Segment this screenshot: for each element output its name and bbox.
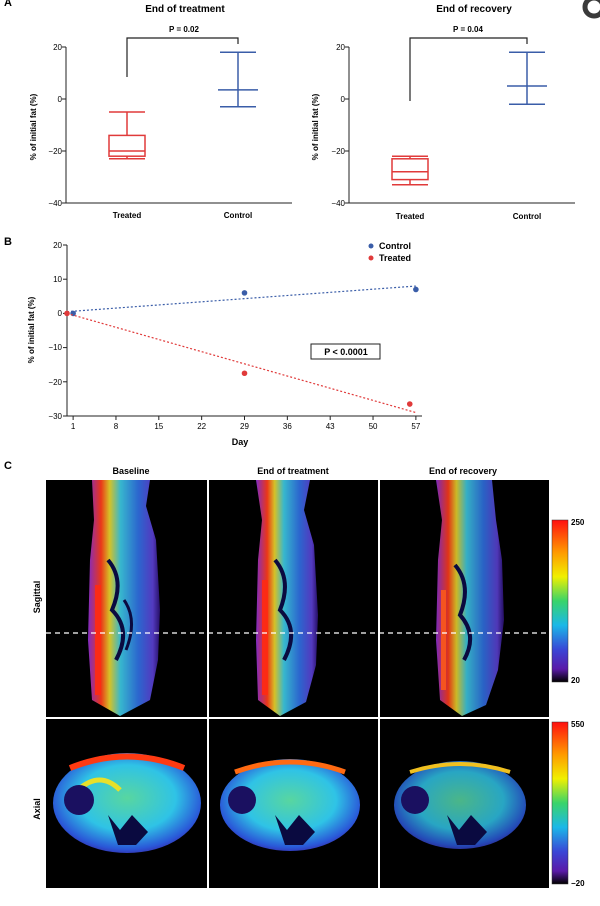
- data-point-control: [241, 290, 248, 296]
- y-tick-label: −40: [48, 199, 62, 208]
- x-axis-label: Day: [232, 437, 249, 447]
- x-tick-label: 29: [240, 422, 249, 431]
- y-axis-label: % of initial fat (%): [27, 296, 36, 363]
- column-title: End of recovery: [429, 466, 497, 476]
- trend-line-treated: [66, 312, 417, 414]
- legend-marker-control: [368, 243, 374, 249]
- x-tick-label: 1: [71, 422, 76, 431]
- data-point-treated: [64, 310, 70, 317]
- x-tick-label: Treated: [396, 212, 425, 221]
- x-tick-label: 57: [411, 422, 420, 431]
- legend-label-control: Control: [379, 241, 411, 251]
- legend-marker-treated: [368, 255, 374, 261]
- scatter-plot-time-course: % of initial fat (%) 20 10 0 −10 −20 −30…: [27, 241, 422, 447]
- panel-c-label: C: [4, 460, 12, 472]
- x-tick-label: 15: [154, 422, 163, 431]
- corner-ring-badge: [570, 0, 600, 26]
- x-tick-label: 50: [369, 422, 378, 431]
- x-tick-label: Control: [224, 211, 252, 220]
- iqr-box: [391, 158, 429, 181]
- y-axis-label: % of initial fat (%): [29, 93, 38, 160]
- sagittal-mri-baseline: [88, 480, 160, 716]
- column-title: Baseline: [112, 466, 149, 476]
- scatter-marks: [63, 244, 419, 417]
- y-tick-label: −20: [331, 147, 345, 156]
- y-axis-label: % of initial fat (%): [311, 93, 320, 160]
- y-tick-label: 20: [53, 241, 62, 250]
- y-tick-label: 0: [58, 95, 63, 104]
- y-tick-label: −40: [331, 199, 345, 208]
- box-plot-marks: [345, 37, 547, 204]
- x-tick-label: 22: [197, 422, 206, 431]
- legend-label-treated: Treated: [379, 253, 411, 263]
- x-tick-label: 43: [326, 422, 335, 431]
- p-value-box: [310, 343, 381, 360]
- x-tick-label: Treated: [113, 211, 142, 220]
- box-plot-end-of-treatment: End of treatment % of initial fat (%) 20…: [29, 4, 292, 220]
- box-plot-marks: [62, 37, 258, 204]
- sagittal-mri-end-of-recovery: [436, 480, 504, 716]
- ring-icon: [582, 0, 600, 19]
- iqr-box: [108, 134, 146, 157]
- box-plot-end-of-recovery: End of recovery % of initial fat (%) 20 …: [311, 4, 575, 221]
- y-tick-label: −20: [48, 378, 62, 387]
- y-tick-label: −10: [48, 343, 62, 352]
- sagittal-scale-max: 250: [571, 518, 585, 527]
- axial-mri-end-of-recovery: [394, 761, 526, 849]
- column-title: End of treatment: [257, 466, 329, 476]
- plot-title: End of recovery: [436, 4, 512, 15]
- plot-title: End of treatment: [145, 4, 225, 15]
- trend-line-control: [66, 285, 416, 313]
- axial-color-scale: [551, 721, 569, 885]
- y-tick-label: 20: [53, 43, 62, 52]
- data-point-treated: [406, 401, 413, 407]
- axial-mri-baseline: [53, 753, 201, 853]
- row-label-sagittal: Sagittal: [32, 581, 42, 614]
- y-tick-label: 0: [58, 309, 63, 318]
- p-value-label: P < 0.0001: [324, 347, 368, 357]
- panel-a-label: A: [4, 0, 12, 9]
- row-label-axial: Axial: [32, 798, 42, 820]
- p-value-label: P = 0.02: [169, 25, 199, 34]
- x-tick-label: 36: [283, 422, 292, 431]
- sagittal-color-scale: [551, 519, 569, 683]
- sagittal-scale-min: 20: [571, 676, 580, 685]
- y-tick-label: 0: [341, 95, 346, 104]
- p-value-label: P = 0.04: [453, 25, 483, 34]
- panel-b-label: B: [4, 236, 12, 248]
- sagittal-mri-end-of-treatment: [256, 480, 318, 716]
- significance-bracket: [126, 37, 239, 77]
- x-ticks: 1 8 15 22 29 36 43 50 57: [71, 416, 421, 431]
- data-point-control: [413, 286, 419, 293]
- y-tick-label: 10: [53, 275, 62, 284]
- y-tick-label: 20: [336, 43, 345, 52]
- axial-scale-min: −20: [571, 879, 585, 888]
- y-tick-label: −20: [48, 147, 62, 156]
- significance-bracket: [409, 37, 528, 101]
- x-tick-label: 8: [114, 422, 119, 431]
- axial-mri-end-of-treatment: [220, 759, 360, 851]
- data-point-treated: [241, 370, 248, 377]
- mri-image-grid: [46, 480, 569, 888]
- axial-scale-max: 550: [571, 720, 585, 729]
- x-tick-label: Control: [513, 212, 541, 221]
- y-tick-label: −30: [48, 412, 62, 421]
